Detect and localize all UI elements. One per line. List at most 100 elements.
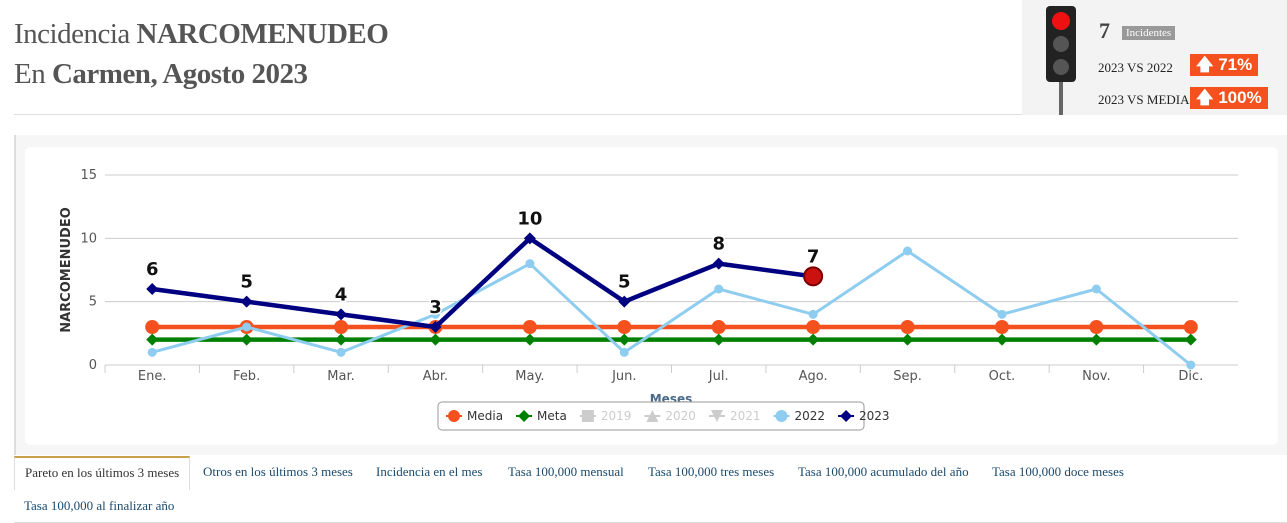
point [806, 320, 821, 334]
chart-card [25, 147, 1278, 445]
x-tick-label: Nov. [1082, 369, 1111, 384]
tab[interactable]: Tasa 100,000 mensual [508, 464, 624, 479]
y-tick-label: 0 [89, 358, 97, 373]
tab[interactable]: Pareto en los últimos 3 meses [14, 456, 191, 490]
point [1186, 360, 1196, 370]
point [429, 333, 442, 346]
x-tick-label: Ago. [799, 369, 828, 384]
point [523, 333, 536, 346]
data-label: 3 [429, 297, 442, 318]
point [995, 333, 1008, 346]
subtitle-bold: Carmen, Agosto 2023 [51, 58, 308, 90]
point [903, 246, 913, 256]
data-label: 5 [618, 272, 631, 293]
x-tick-label: Mar. [327, 369, 354, 384]
point [618, 333, 631, 346]
title-prefix: Incidencia [14, 18, 130, 50]
x-tick-label: Sep. [893, 369, 922, 384]
point [618, 295, 631, 308]
legend-swatch [581, 410, 594, 422]
series-line [151, 249, 1192, 367]
tab-bar: Pareto en los últimos 3 meses Otros en lo… [14, 456, 1287, 523]
tab[interactable]: Tasa 100,000 acumulado del año [798, 464, 969, 479]
legend-swatch [448, 410, 460, 422]
data-label: 7 [807, 246, 820, 267]
point [714, 284, 724, 294]
comparison-badge: 🡅 100% [1190, 87, 1268, 109]
highlight-point [803, 266, 824, 287]
y-tick-label: 15 [80, 168, 97, 183]
y-tick-label: 10 [80, 231, 97, 246]
point [1090, 333, 1103, 346]
point [807, 333, 820, 346]
comparison-label: 2023 VS MEDIA [1098, 92, 1190, 107]
point [335, 333, 348, 346]
x-tick-label: Jul. [708, 369, 729, 384]
title-bold: NARCOMENUDEO [136, 18, 389, 50]
point [997, 309, 1007, 319]
point [242, 322, 252, 332]
green-light [1053, 59, 1069, 75]
legend-label: 2019 [601, 409, 632, 423]
legend-swatch [646, 410, 659, 422]
red-light [1052, 12, 1070, 30]
traffic-light [1046, 6, 1076, 115]
point [711, 320, 726, 334]
point [147, 347, 157, 357]
legend-label: Media [467, 409, 503, 423]
x-tick-label: Feb. [233, 369, 260, 384]
tab[interactable]: Otros en los últimos 3 meses [203, 464, 353, 479]
header: Incidencia NARCOMENUDEO En Carmen, Agost… [14, 14, 389, 94]
x-tick-label: Jun. [611, 369, 636, 384]
point [522, 320, 537, 334]
tab[interactable]: Tasa 100,000 al finalizar año [24, 498, 175, 513]
legend-swatch [840, 410, 853, 422]
data-label: 5 [240, 272, 253, 293]
tab[interactable]: Tasa 100,000 doce meses [992, 464, 1124, 479]
y-axis-title: NARCOMENUDEO [59, 207, 74, 333]
comparison-badge: 🡅 71% [1190, 54, 1259, 76]
point [1183, 320, 1198, 334]
point [336, 347, 346, 357]
subtitle-prefix: En [14, 58, 46, 90]
legend-label: Meta [537, 409, 567, 423]
point [429, 321, 442, 333]
legend-swatch [775, 410, 788, 422]
comparison-value: 100% [1218, 88, 1262, 107]
point [619, 347, 629, 357]
comparison-label: 2023 VS 2022 [1098, 60, 1173, 75]
x-tick-label: Abr. [423, 369, 448, 384]
title: Incidencia NARCOMENUDEO [14, 14, 389, 54]
point [901, 333, 914, 346]
tab[interactable]: Tasa 100,000 tres meses [648, 464, 775, 479]
comparison-value: 71% [1218, 55, 1253, 74]
data-label: 10 [517, 208, 542, 229]
data-label: 6 [146, 259, 159, 280]
point [523, 232, 536, 245]
point [146, 283, 159, 295]
indicator: 7 Incidentes 2023 VS 2022 🡅 71% 2023 VS … [1022, 0, 1287, 115]
point [146, 333, 159, 346]
point [240, 295, 253, 308]
point [145, 320, 160, 334]
legend-swatch [518, 410, 531, 422]
pole [1059, 78, 1063, 115]
x-tick-label: Dic. [1178, 369, 1203, 384]
data-label: 4 [335, 284, 348, 305]
point [712, 257, 725, 270]
y-tick-label: 5 [89, 295, 97, 310]
legend-label: 2020 [665, 409, 696, 423]
amber-light [1053, 36, 1069, 52]
legend-label: 2021 [730, 409, 761, 423]
point [430, 309, 440, 319]
point [1184, 333, 1197, 346]
tab[interactable]: Incidencia en el mes [376, 464, 483, 479]
data-label: 8 [712, 234, 725, 255]
point [1089, 320, 1104, 334]
x-tick-label: Oct. [989, 369, 1016, 384]
point [1091, 284, 1101, 294]
series-line [151, 236, 814, 330]
point [808, 309, 818, 319]
